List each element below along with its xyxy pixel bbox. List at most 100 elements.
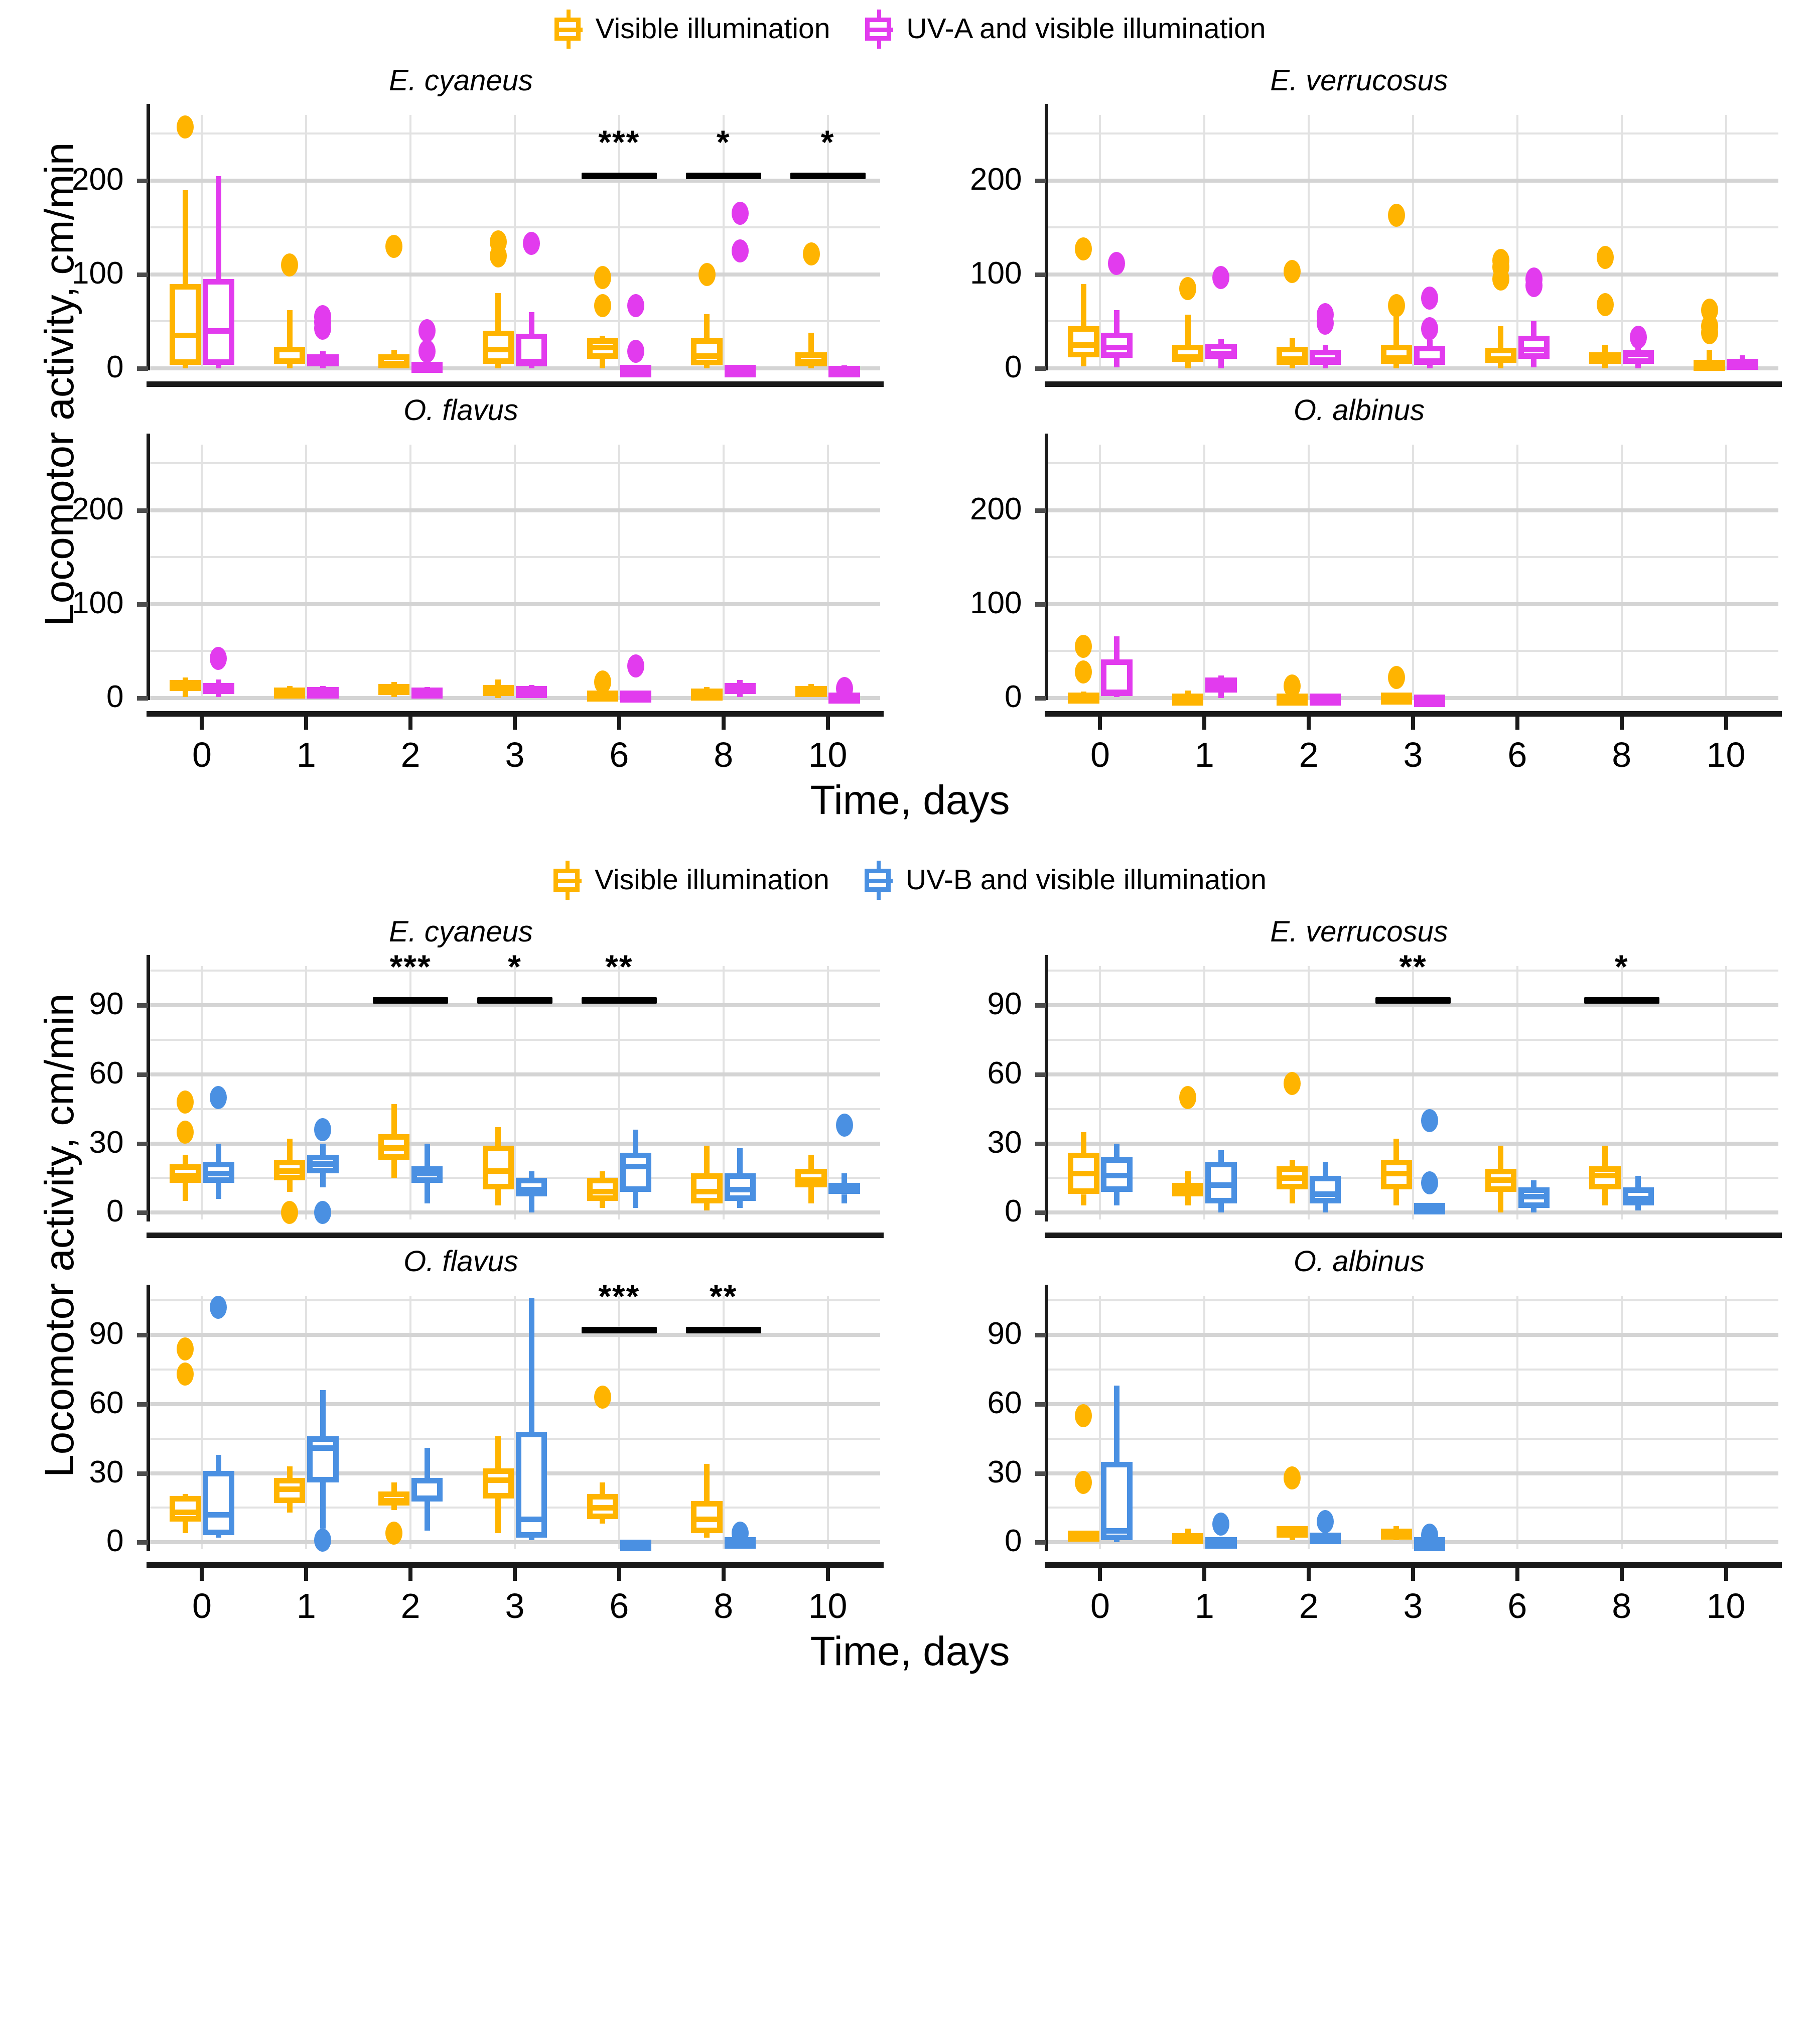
boxplot-box[interactable] xyxy=(203,1470,234,1536)
gridline-horizontal xyxy=(1048,1003,1778,1008)
outlier-point[interactable] xyxy=(1596,246,1614,269)
outlier-point[interactable] xyxy=(1284,1466,1301,1489)
boxplot-box[interactable] xyxy=(307,1436,339,1482)
gridline-vertical xyxy=(722,445,725,698)
outlier-point[interactable] xyxy=(627,340,644,363)
outlier-point[interactable] xyxy=(1525,267,1543,291)
boxplot-box[interactable] xyxy=(170,284,201,365)
outlier-point[interactable] xyxy=(1212,1512,1230,1536)
whisker-lower xyxy=(1602,1189,1608,1206)
whisker-upper xyxy=(808,1155,814,1169)
outlier-point[interactable] xyxy=(627,654,644,678)
outlier-point[interactable] xyxy=(1212,265,1230,289)
boxplot-box[interactable] xyxy=(1068,326,1099,357)
outlier-point[interactable] xyxy=(835,1113,853,1137)
outlier-point[interactable] xyxy=(281,1201,299,1224)
x-axis-tick xyxy=(825,1568,830,1581)
outlier-point[interactable] xyxy=(210,647,227,670)
legend-item-uva[interactable]: UV-A and visible illumination xyxy=(865,9,1266,49)
outlier-point[interactable] xyxy=(1179,277,1197,301)
whisker-lower xyxy=(182,691,188,698)
outlier-point[interactable] xyxy=(1284,260,1301,284)
outlier-point[interactable] xyxy=(314,1118,332,1141)
boxplot-box[interactable] xyxy=(620,1152,652,1192)
boxplot-median xyxy=(1380,355,1413,361)
boxplot-box[interactable] xyxy=(203,279,234,365)
outlier-point[interactable] xyxy=(314,305,332,329)
legend-item-visible[interactable]: Visible illumination xyxy=(554,9,830,49)
outlier-point[interactable] xyxy=(1284,674,1301,698)
boxplot-box[interactable] xyxy=(1101,1461,1133,1540)
outlier-point[interactable] xyxy=(210,1085,227,1109)
outlier-point[interactable] xyxy=(314,1201,332,1224)
outlier-point[interactable] xyxy=(1421,286,1439,310)
outlier-point[interactable] xyxy=(594,265,611,289)
boxplot-box[interactable] xyxy=(482,1146,514,1190)
outlier-point[interactable] xyxy=(627,294,644,317)
outlier-point[interactable] xyxy=(1387,294,1405,317)
outlier-point[interactable] xyxy=(177,1363,194,1386)
outlier-point[interactable] xyxy=(731,1521,749,1545)
legend-item-uvb[interactable]: UV-B and visible illumination xyxy=(864,860,1267,900)
boxplot-median xyxy=(620,364,652,370)
outlier-point[interactable] xyxy=(1075,1470,1092,1494)
outlier-point[interactable] xyxy=(1492,248,1509,272)
boxplot-box[interactable] xyxy=(1310,1175,1341,1203)
boxplot-box[interactable] xyxy=(170,1496,201,1522)
outlier-point[interactable] xyxy=(835,677,853,701)
boxplot-median xyxy=(1276,1530,1308,1536)
outlier-point[interactable] xyxy=(1387,665,1405,689)
x-axis-tick xyxy=(408,717,413,730)
plot-area: *** * ** xyxy=(136,950,884,1238)
boxplot-median xyxy=(1068,342,1099,348)
outlier-point[interactable] xyxy=(177,1090,194,1114)
outlier-point[interactable] xyxy=(385,1521,403,1545)
y-axis-tick xyxy=(1035,696,1046,701)
outlier-point[interactable] xyxy=(1421,1171,1439,1194)
outlier-point[interactable] xyxy=(418,340,436,363)
outlier-point[interactable] xyxy=(1179,1085,1197,1109)
outlier-point[interactable] xyxy=(594,670,611,694)
outlier-point[interactable] xyxy=(1108,251,1126,275)
outlier-point[interactable] xyxy=(1075,1404,1092,1427)
outlier-point[interactable] xyxy=(1596,293,1614,316)
outlier-point[interactable] xyxy=(1421,317,1439,341)
whisker-lower xyxy=(704,1533,710,1538)
outlier-point[interactable] xyxy=(698,262,716,286)
outlier-point[interactable] xyxy=(1421,1109,1439,1132)
boxplot-box[interactable] xyxy=(691,338,723,366)
outlier-point[interactable] xyxy=(731,239,749,263)
outlier-point[interactable] xyxy=(418,319,436,343)
outlier-point[interactable] xyxy=(385,234,403,258)
outlier-point[interactable] xyxy=(1421,1524,1439,1547)
outlier-point[interactable] xyxy=(1387,204,1405,227)
outlier-point[interactable] xyxy=(731,202,749,225)
outlier-point[interactable] xyxy=(314,1528,332,1552)
outlier-point[interactable] xyxy=(523,232,540,255)
outlier-point[interactable] xyxy=(177,115,194,139)
outlier-point[interactable] xyxy=(177,1337,194,1360)
outlier-point[interactable] xyxy=(1075,660,1092,684)
outlier-point[interactable] xyxy=(489,230,507,253)
whisker-upper xyxy=(1427,340,1433,346)
gridline-vertical xyxy=(618,115,620,368)
outlier-point[interactable] xyxy=(177,1120,194,1144)
outlier-point[interactable] xyxy=(281,253,299,277)
whisker-upper xyxy=(287,1466,293,1478)
legend-item-visible-2[interactable]: Visible illumination xyxy=(553,860,829,900)
whisker-upper xyxy=(1635,1175,1641,1187)
boxplot-box[interactable] xyxy=(482,1468,514,1499)
outlier-point[interactable] xyxy=(1317,303,1334,327)
outlier-point[interactable] xyxy=(1701,299,1718,322)
outlier-point[interactable] xyxy=(594,294,611,317)
outlier-point[interactable] xyxy=(1629,326,1647,349)
outlier-point[interactable] xyxy=(1075,635,1092,658)
outlier-point[interactable] xyxy=(802,242,820,265)
boxplot-box[interactable] xyxy=(691,1173,723,1203)
outlier-point[interactable] xyxy=(1317,1510,1334,1533)
outlier-point[interactable] xyxy=(1284,1072,1301,1096)
outlier-point[interactable] xyxy=(1075,237,1092,261)
whisker-lower xyxy=(1531,1208,1537,1213)
outlier-point[interactable] xyxy=(594,1386,611,1409)
outlier-point[interactable] xyxy=(210,1295,227,1319)
